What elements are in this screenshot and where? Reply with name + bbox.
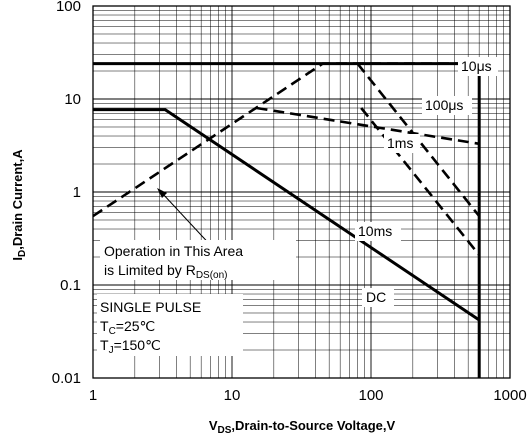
x-tick-label: 100 bbox=[358, 387, 383, 404]
y-tick-label: 0.01 bbox=[52, 370, 81, 387]
x-tick-label: 1000 bbox=[493, 387, 526, 404]
series-label-10us: 10μs bbox=[461, 58, 492, 74]
annotation-arrowhead bbox=[157, 188, 167, 198]
operation-note-line2: is Limited by RDS(on) bbox=[104, 262, 228, 281]
tick-labels: 1 10 100 1000 0.01 0.1 1 10 100 bbox=[52, 0, 527, 404]
y-tick-label: 1 bbox=[73, 184, 81, 201]
y-axis-title: ID,Drain Current,A bbox=[10, 149, 28, 261]
series-line-4 bbox=[360, 107, 481, 256]
x-axis-title: VDS,Drain-to-Source Voltage,V bbox=[209, 418, 396, 436]
operation-note-line1: Operation in This Area bbox=[104, 243, 243, 259]
y-tick-label: 0.1 bbox=[60, 277, 81, 294]
tj-label: TJ=150℃ bbox=[100, 337, 161, 356]
tc-label: TC=25℃ bbox=[100, 318, 155, 337]
series-label-1ms: 1ms bbox=[387, 135, 413, 151]
single-pulse-label: SINGLE PULSE bbox=[100, 299, 201, 315]
x-tick-label: 1 bbox=[89, 387, 97, 404]
series-label-100us: 100μs bbox=[425, 97, 463, 113]
series-line-100s bbox=[92, 62, 475, 218]
x-tick-label: 10 bbox=[224, 387, 241, 404]
series-line-dc bbox=[93, 108, 481, 322]
y-tick-label: 100 bbox=[56, 0, 81, 15]
series-label-dc: DC bbox=[366, 289, 386, 305]
series-label-10ms: 10ms bbox=[358, 223, 392, 239]
single-pulse-box bbox=[97, 294, 243, 356]
curve-group bbox=[92, 62, 481, 378]
plot-frame bbox=[92, 5, 511, 379]
operation-note-box bbox=[100, 240, 296, 280]
series-line-1ms bbox=[256, 106, 480, 146]
y-tick-label: 10 bbox=[64, 91, 81, 108]
series-line-10ms bbox=[356, 62, 481, 217]
